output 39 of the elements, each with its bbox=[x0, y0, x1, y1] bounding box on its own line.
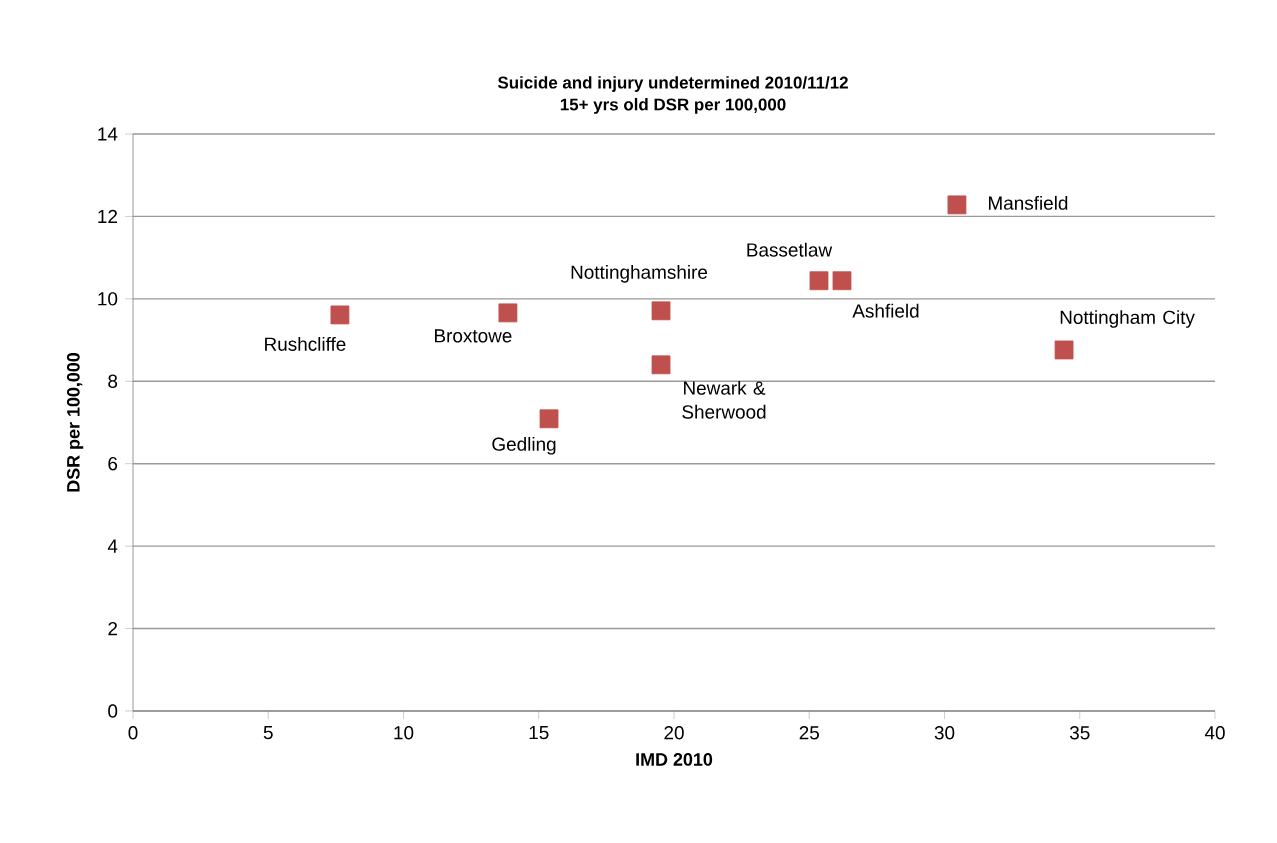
y-tick-label: 4 bbox=[107, 539, 118, 553]
chart-title: Suicide and injury undetermined 2010/11/12 bbox=[497, 76, 848, 92]
chart-subtitle: 15+ yrs old DSR per 100,000 bbox=[560, 98, 786, 114]
x-tick-label: 30 bbox=[934, 726, 955, 740]
annotation: Broxtowe bbox=[435, 329, 512, 343]
x-tick-label: 15 bbox=[529, 726, 549, 740]
y-tick-label: 2 bbox=[108, 621, 118, 636]
point bbox=[947, 195, 967, 215]
annotation: Newark & Sherwood bbox=[682, 380, 766, 419]
annotation: Mansfield bbox=[989, 195, 1068, 210]
annotation: Gedling bbox=[492, 436, 556, 455]
y-tick-label: 6 bbox=[108, 457, 118, 471]
y-axis-title: DSR per 100,000 bbox=[66, 352, 84, 492]
x-tick-label: 35 bbox=[1069, 726, 1090, 740]
x-tick-label: 5 bbox=[263, 726, 273, 740]
annotation: Nottinghamshire bbox=[571, 264, 708, 283]
annotation: Bassetlaw bbox=[747, 242, 833, 257]
y-tick-label: 8 bbox=[108, 374, 118, 388]
annotation: Rushcliffe bbox=[265, 336, 346, 351]
x-tick-label: 0 bbox=[128, 726, 138, 740]
y-tick-label: 14 bbox=[98, 127, 118, 141]
annotation: Ashfield bbox=[852, 303, 919, 318]
point bbox=[498, 303, 518, 323]
y-tick-label: 0 bbox=[108, 704, 118, 718]
point bbox=[809, 271, 829, 291]
annotation: Nottingham City bbox=[1060, 310, 1195, 328]
point bbox=[651, 301, 671, 321]
x-axis-title: IMD 2010 bbox=[636, 753, 713, 766]
x-tick-label: 25 bbox=[799, 726, 819, 740]
y-tick-label: 12 bbox=[98, 209, 118, 224]
x-tick-label: 10 bbox=[394, 726, 414, 740]
point bbox=[330, 305, 350, 325]
x-tick-label: 20 bbox=[664, 726, 684, 740]
x-tick-label: 40 bbox=[1204, 726, 1225, 740]
point bbox=[832, 271, 852, 291]
point bbox=[539, 409, 559, 429]
y-tick-label: 10 bbox=[98, 292, 118, 306]
point bbox=[1054, 340, 1074, 360]
point bbox=[651, 355, 671, 375]
